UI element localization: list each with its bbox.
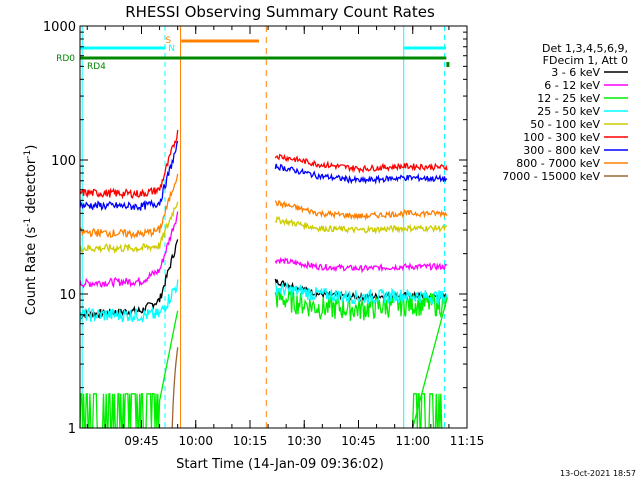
y-tick-label: 100 (51, 154, 76, 169)
series-line (274, 200, 448, 222)
night-marker-label: N (168, 44, 175, 54)
series-25-50-kev (79, 279, 448, 324)
series-line (79, 173, 179, 240)
x-tick-label: 10:15 (233, 434, 268, 448)
series-100-300-kev (79, 129, 448, 200)
legend-entry-label: 25 - 50 keV (537, 105, 600, 118)
series-line (171, 347, 179, 429)
legend-entry-label: 100 - 300 keV (523, 131, 600, 144)
x-tick-label: 10:45 (341, 434, 376, 448)
x-tick-label: 11:00 (395, 434, 430, 448)
rd0-label: RD0 (56, 54, 75, 64)
series-line (274, 153, 448, 174)
series-line (79, 201, 179, 254)
legend-entry-label: 7000 - 15000 keV (502, 170, 600, 183)
legend-header: FDecim 1, Att 0 (543, 54, 628, 67)
y-tick-label: 1 (68, 422, 76, 437)
legend-entry-label: 6 - 12 keV (544, 79, 600, 92)
series-line (79, 239, 179, 320)
x-tick-label: 11:15 (450, 434, 485, 448)
legend: Det 1,3,4,5,6,9,FDecim 1, Att 03 - 6 keV… (502, 42, 628, 183)
y-tick-label: 1000 (43, 20, 76, 35)
footer-date: 13-Oct-2021 18:57 (560, 469, 636, 478)
saa-marker-label: S (165, 36, 171, 46)
series-6-12-kev (79, 211, 448, 289)
legend-entry-label: 3 - 6 keV (551, 66, 600, 79)
series-line (274, 215, 448, 235)
series-line (79, 211, 179, 289)
y-tick-label: 10 (59, 288, 76, 303)
series-line (79, 279, 179, 324)
series-line (79, 129, 179, 200)
plot-area (79, 26, 450, 429)
series-3-6-kev (79, 239, 448, 320)
series-line (274, 281, 448, 306)
series-line (274, 256, 448, 274)
series-300-800-kev (79, 140, 448, 212)
series-line (274, 163, 448, 185)
series-line (79, 310, 179, 429)
plot-frame (79, 25, 468, 429)
rd4-label: RD4 (87, 62, 106, 72)
series-line (274, 288, 448, 429)
series-50-100-kev (79, 201, 448, 254)
legend-entry-label: 12 - 25 keV (537, 92, 600, 105)
x-tick-label: 10:00 (178, 434, 213, 448)
legend-entry-label: 50 - 100 keV (530, 118, 600, 131)
series-800-7000-kev (79, 173, 448, 240)
x-tick-label: 09:45 (124, 434, 159, 448)
rd4-marker (446, 62, 450, 67)
chart-title: RHESSI Observing Summary Count Rates (125, 3, 435, 21)
y-axis-label: Count Rate (s-1 detector-1) (23, 145, 39, 316)
legend-entry-label: 800 - 7000 keV (516, 157, 600, 170)
series-line (79, 140, 179, 212)
series-7000-15000-kev (171, 347, 179, 429)
legend-header: Det 1,3,4,5,6,9, (542, 42, 628, 55)
x-tick-label: 10:30 (287, 434, 322, 448)
x-axis-label: Start Time (14-Jan-09 09:36:02) (176, 457, 384, 472)
legend-entry-label: 300 - 800 keV (523, 144, 600, 157)
